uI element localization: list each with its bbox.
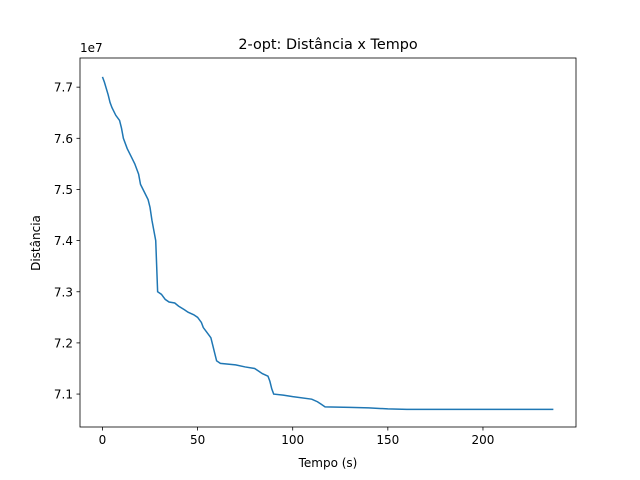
y-tick-label: 7.3 — [54, 285, 73, 299]
plot-frame — [79, 57, 577, 428]
x-tick-label: 0 — [99, 433, 107, 447]
y-axis-label: Distância — [29, 215, 43, 271]
y-tick-label: 7.6 — [54, 132, 73, 146]
y-tick-label: 7.1 — [54, 388, 73, 402]
y-tick-label: 7.7 — [54, 81, 73, 95]
x-tick-label: 200 — [472, 433, 495, 447]
x-tick-label: 100 — [281, 433, 304, 447]
x-tick-label: 50 — [190, 433, 205, 447]
y-tick-label: 7.4 — [54, 234, 73, 248]
y-tick-label: 7.2 — [54, 336, 73, 350]
y-tick-label: 7.5 — [54, 183, 73, 197]
line-series — [101, 76, 554, 411]
x-tick-label: 150 — [376, 433, 399, 447]
chart-title: 2-opt: Distância x Tempo — [238, 37, 418, 53]
y-scale-label: 1e7 — [80, 41, 103, 55]
x-axis-label: Tempo (s) — [298, 456, 358, 470]
